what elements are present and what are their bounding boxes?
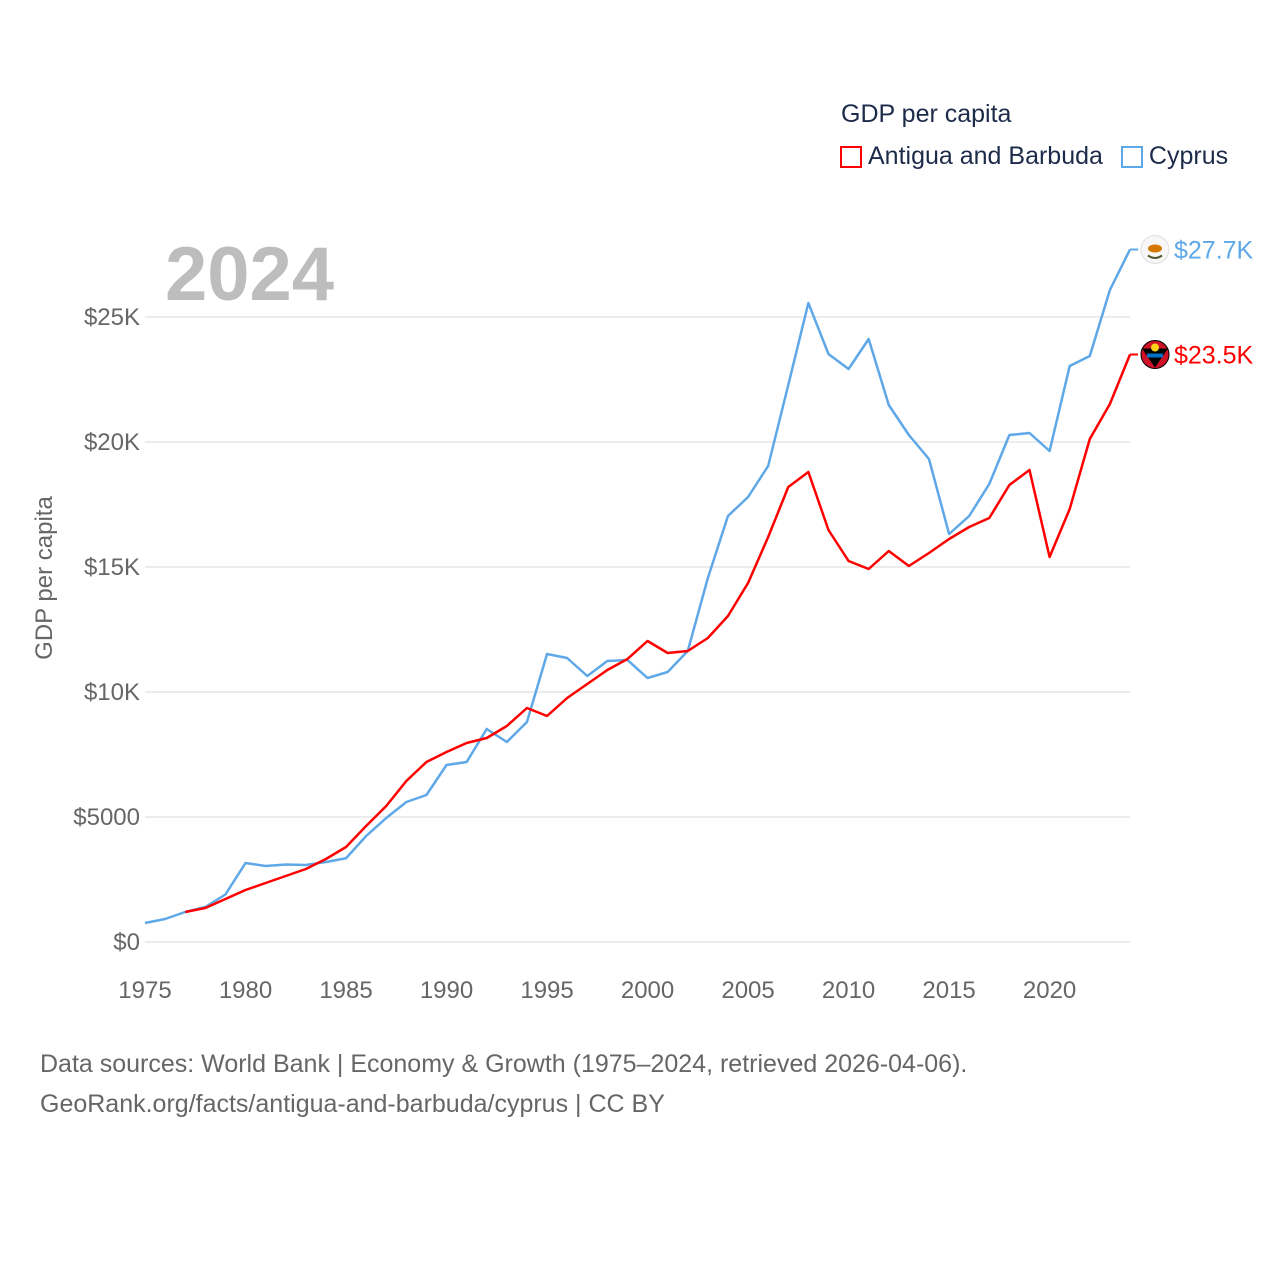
- y-tick-label: $0: [113, 929, 140, 956]
- flag-icon-detail: [1142, 348, 1168, 368]
- end-value-label: $23.5K: [1174, 342, 1254, 370]
- legend-title: GDP per capita: [841, 100, 1012, 128]
- x-tick-label: 2005: [721, 977, 774, 1004]
- x-tick-label: 2000: [621, 977, 674, 1004]
- year-label: 2024: [165, 232, 334, 317]
- source-line-2: GeoRank.org/facts/antigua-and-barbuda/cy…: [40, 1090, 665, 1118]
- x-tick-label: 2020: [1023, 977, 1076, 1004]
- y-tick-label: $20K: [84, 429, 140, 456]
- x-tick-label: 2010: [822, 977, 875, 1004]
- y-tick-label: $10K: [84, 679, 140, 706]
- x-tick-label: 1985: [319, 977, 372, 1004]
- legend-label-antigua: Antigua and Barbuda: [868, 142, 1103, 170]
- legend-swatch-cyprus: [1120, 145, 1143, 168]
- x-tick-label: 1990: [420, 977, 473, 1004]
- legend-item-antigua[interactable]: Antigua and Barbuda: [840, 142, 1103, 171]
- flag-icon-detail: [1148, 244, 1162, 253]
- flag-icon-detail: [1147, 254, 1163, 259]
- y-tick-label: $5000: [73, 804, 140, 831]
- y-tick-label: $25K: [84, 304, 140, 331]
- x-tick-label: 2015: [922, 977, 975, 1004]
- legend-label-cyprus: Cyprus: [1148, 142, 1229, 170]
- x-tick-label: 1995: [520, 977, 573, 1004]
- series-line-antigua-and-barbuda: [184, 354, 1132, 914]
- x-tick-label: 1980: [219, 977, 272, 1004]
- y-tick-label: $15K: [84, 554, 140, 581]
- legend: Antigua and Barbuda Cyprus: [840, 142, 1228, 171]
- x-tick-label: 1975: [118, 977, 171, 1004]
- legend-item-cyprus[interactable]: Cyprus: [1120, 142, 1229, 171]
- end-value-label: $27.7K: [1174, 237, 1254, 265]
- flag-icon-detail: [1147, 353, 1163, 358]
- y-axis-label: GDP per capita: [31, 496, 58, 660]
- flag-icon-detail: [1151, 343, 1159, 352]
- legend-swatch-antigua: [840, 145, 862, 168]
- source-line-1: Data sources: World Bank | Economy & Gro…: [40, 1050, 968, 1078]
- series-line-cyprus: [144, 248, 1132, 925]
- source-note: Data sources: World Bank | Economy & Gro…: [40, 1044, 967, 1124]
